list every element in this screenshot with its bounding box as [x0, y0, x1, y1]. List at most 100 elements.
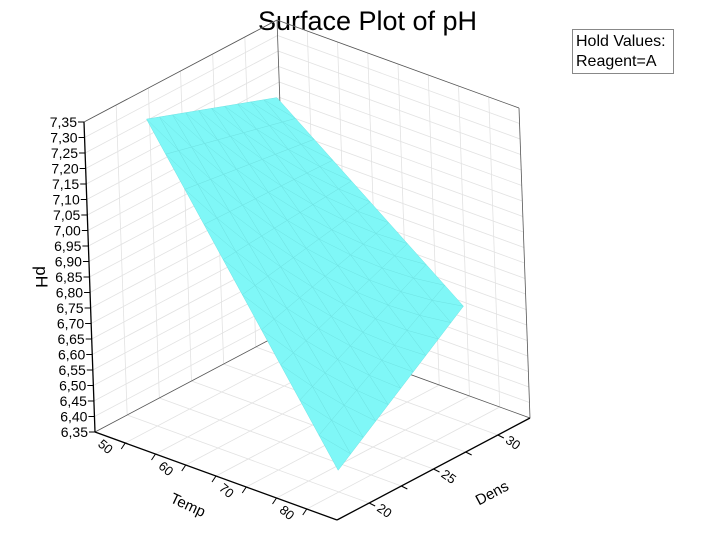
surface-mesh-diagonal: [217, 139, 250, 165]
legend-line-hold-values: Hold Values:: [576, 33, 666, 50]
surface-mesh-diagonal: [344, 220, 377, 234]
z-tick-label: 6,85: [55, 269, 82, 285]
temp-axis-label: Temp: [168, 490, 208, 521]
surface-mesh-diagonal: [243, 132, 276, 155]
top-edge-right: [276, 19, 520, 109]
z-tick-label: 6,35: [61, 424, 88, 440]
surface-mesh-diagonal: [198, 110, 231, 137]
surface-mesh-diagonal: [318, 434, 351, 455]
z-tick-label: 6,80: [56, 285, 83, 301]
surface-mesh-diagonal: [224, 105, 257, 130]
surface-mesh-diagonal: [250, 101, 283, 123]
z-tick-label: 6,75: [56, 300, 83, 316]
dens-tick: [465, 451, 472, 456]
temp-tick: [151, 453, 156, 461]
z-tick-label: 6,45: [60, 393, 87, 409]
surface-mesh-diagonal: [350, 345, 382, 361]
surface-mesh-diagonal: [286, 308, 319, 329]
surface-mesh-diagonal: [318, 328, 351, 347]
surface-mesh-diagonal: [268, 192, 301, 213]
right-vertical-edge: [518, 107, 531, 419]
z-tick-label: 6,95: [54, 238, 81, 254]
surface-mesh-diagonal: [191, 146, 224, 175]
temp-tick-label: 70: [216, 480, 237, 501]
surface-mesh-diagonal: [281, 185, 314, 205]
z-tick-label: 6,60: [58, 347, 85, 363]
surface-mesh-diagonal: [223, 259, 256, 286]
surface-mesh-diagonal: [146, 118, 179, 151]
temp-tick-label: 60: [156, 458, 177, 479]
z-tick-label: 7,00: [54, 223, 81, 239]
surface-mesh-diagonal: [413, 277, 445, 286]
surface-mesh-diagonal: [338, 188, 371, 203]
surface-mesh-diagonal: [159, 116, 192, 148]
surface-mesh-diagonal: [419, 315, 451, 323]
surface-mesh-diagonal: [288, 149, 321, 167]
z-tick-label: 6,55: [59, 362, 86, 378]
surface-mesh-diagonal: [274, 318, 307, 341]
surface-mesh-diagonal: [325, 276, 357, 293]
surface-mesh-diagonal: [299, 297, 332, 317]
surface-mesh-diagonal: [357, 210, 389, 223]
z-tick-label: 7,35: [50, 114, 77, 130]
grid-line-left-wall-dens: [147, 87, 160, 399]
temp-tick: [120, 442, 126, 450]
surface-mesh-diagonal: [312, 286, 345, 305]
surface-mesh-diagonal: [287, 220, 320, 240]
surface-mesh-diagonal: [324, 372, 357, 391]
surface: [146, 97, 464, 471]
dens-tick: [368, 502, 376, 507]
z-tick-label: 6,50: [59, 378, 86, 394]
surface-mesh-diagonal: [312, 204, 345, 221]
temp-tick-label: 50: [95, 436, 116, 457]
surface-mesh-diagonal: [242, 294, 275, 320]
surface-mesh-diagonal: [184, 189, 218, 219]
dens-tick: [401, 485, 408, 490]
surface-mesh-diagonal: [236, 169, 269, 193]
surface-mesh-diagonal: [254, 285, 288, 309]
dens-tick-label: 20: [374, 500, 394, 521]
surface-mesh-diagonal: [375, 318, 408, 331]
surface-mesh-diagonal: [262, 159, 295, 180]
surface-mesh-diagonal: [381, 360, 414, 373]
surface-mesh-diagonal: [211, 108, 244, 133]
z-tick-label: 6,40: [60, 409, 87, 425]
surface-mesh-diagonal: [337, 265, 370, 281]
temp-tick: [181, 464, 187, 472]
surface-mesh-diagonal: [337, 359, 370, 376]
surface-mesh-diagonal: [305, 340, 338, 360]
surface-mesh-diagonal: [432, 300, 464, 307]
temp-tick: [272, 497, 277, 505]
dens-tick: [433, 468, 440, 473]
surface-mesh-diagonal: [356, 291, 389, 306]
surface-mesh-diagonal: [203, 224, 237, 252]
surface-mesh-diagonal: [294, 179, 326, 197]
surface-mesh-diagonal: [375, 233, 408, 244]
temp-tick: [241, 486, 247, 494]
surface-mesh-diagonal: [269, 125, 302, 145]
surface-mesh-diagonal: [362, 332, 395, 346]
surface-mesh-diagonal: [331, 419, 364, 438]
surface-mesh-diagonal: [261, 235, 294, 258]
surface-mesh-diagonal: [394, 345, 426, 356]
temp-tick: [211, 475, 217, 483]
floor-edge-back-left: [94, 329, 289, 433]
surface-mesh-diagonal: [280, 266, 313, 288]
surface-mesh-diagonal: [319, 166, 352, 182]
surface-mesh-diagonal: [267, 275, 300, 298]
surface-mesh-diagonal: [204, 143, 237, 170]
grid-line-floor-dens: [159, 397, 402, 487]
surface-mesh-diagonal: [235, 251, 269, 277]
surface-mesh-diagonal: [293, 257, 326, 277]
surface-mesh-diagonal: [369, 375, 401, 389]
temp-tick: [302, 508, 308, 516]
z-tick-label: 6,90: [55, 254, 82, 270]
surface-mesh-diagonal: [293, 352, 326, 374]
surface-mesh-diagonal: [210, 179, 243, 206]
grid-line-floor-dens: [191, 380, 434, 470]
surface-mesh-diagonal: [388, 304, 420, 316]
surface-mesh-diagonal: [369, 279, 401, 292]
z-tick-label: 7,10: [53, 192, 80, 208]
surface-mesh-diagonal: [312, 386, 345, 406]
surface-mesh-diagonal: [331, 316, 364, 333]
